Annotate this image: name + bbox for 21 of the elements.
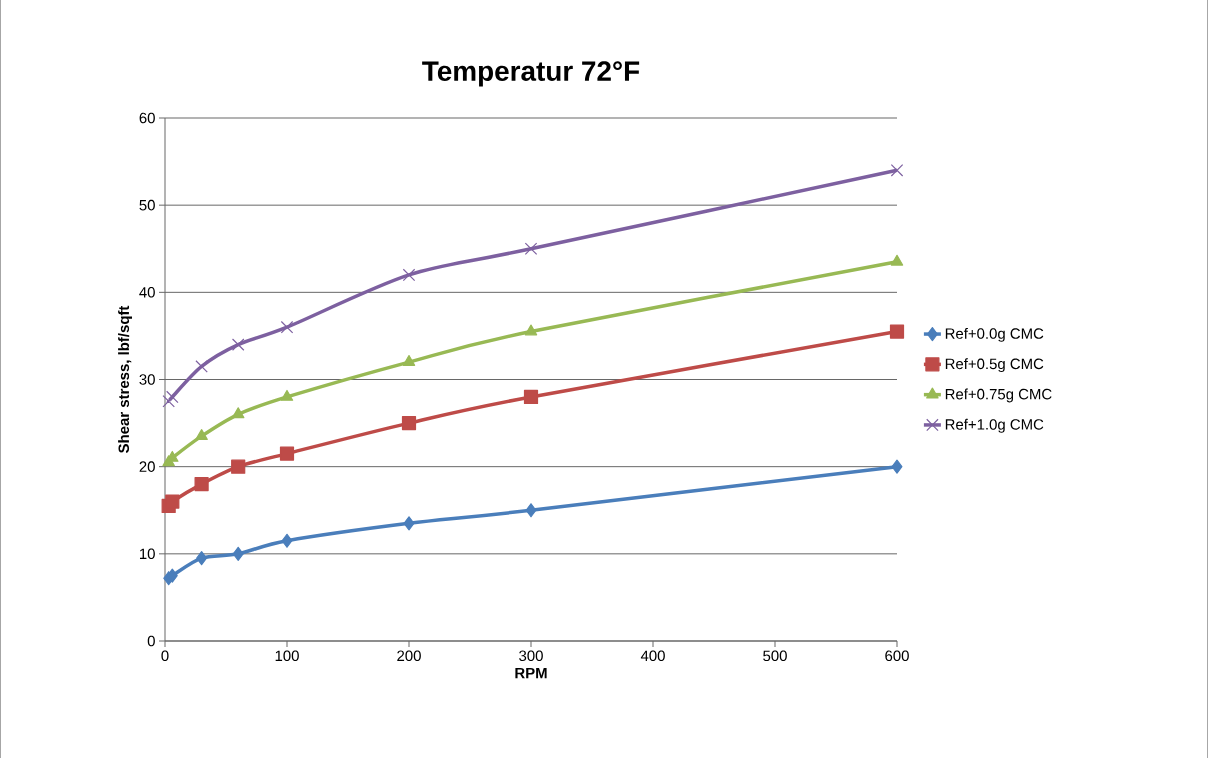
y-tick-label: 40: [139, 287, 155, 298]
y-tick-label: 60: [139, 112, 155, 124]
legend-label: Ref+0.5g CMC: [945, 358, 1044, 373]
y-tick-label: 30: [139, 374, 155, 385]
x-tick-label: 0: [161, 650, 169, 662]
x-tick-label: 300: [519, 650, 543, 662]
y-tick-label: 50: [139, 199, 155, 211]
x-axis-title: RPM: [515, 667, 547, 679]
x-tick-label: 200: [397, 650, 421, 662]
y-tick-label: 20: [139, 461, 155, 472]
legend-label: Ref+1.0g CMC: [945, 418, 1044, 433]
x-tick-label: 500: [763, 650, 787, 662]
legend-label: Ref+0.0g CMC: [945, 327, 1044, 342]
chart-title: Temperatur 72°F: [422, 61, 640, 87]
y-axis-title: Shear stress, lbf/sqft: [118, 305, 133, 453]
legend-label: Ref+0.75g CMC: [945, 388, 1052, 403]
x-tick-label: 100: [275, 650, 299, 662]
x-tick-label: 400: [640, 650, 665, 662]
x-tick-label: 600: [885, 650, 909, 662]
y-tick-label: 0: [147, 635, 155, 647]
y-tick-label: 10: [140, 548, 155, 560]
